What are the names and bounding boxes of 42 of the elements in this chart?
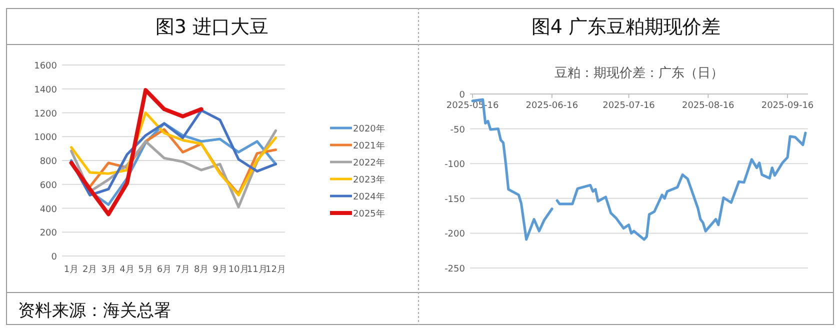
y-tick-label: 400 — [40, 204, 58, 215]
x-tick-label: 2025-06-16 — [526, 101, 578, 111]
legend-label: 2024年 — [353, 192, 385, 202]
x-tick-label: 2025-08-16 — [682, 101, 735, 111]
x-tick-label: 4月 — [120, 265, 134, 275]
chart-title: 图3 进口大豆 — [155, 16, 269, 38]
x-tick-label: 7月 — [175, 265, 190, 275]
y-tick-label: -150 — [444, 194, 466, 205]
x-tick-label: 2月 — [82, 265, 98, 275]
y-tick-label: 1400 — [34, 85, 58, 96]
x-tick-label: 1月 — [64, 265, 79, 275]
y-tick-label: 1200 — [34, 109, 58, 120]
legend-label: 2021年 — [353, 140, 385, 152]
legend-label: 2023年 — [353, 174, 385, 186]
y-tick-label: -250 — [444, 264, 466, 274]
chart-title: 图4 广东豆粕期现价差 — [531, 16, 721, 38]
y-tick-label: 200 — [40, 228, 58, 239]
x-tick-label: 10月 — [228, 265, 249, 275]
x-tick-label: 3月 — [101, 265, 116, 275]
x-tick-label: 9月 — [212, 265, 228, 275]
x-tick-label: 2025-09-16 — [761, 101, 814, 111]
y-tick-label: 0 — [459, 90, 466, 100]
x-tick-label: 6月 — [156, 265, 172, 275]
x-tick-label: 5月 — [138, 265, 153, 275]
text: 资料来源：海关总署 — [18, 301, 171, 321]
y-tick-label: 1000 — [34, 133, 58, 144]
y-tick-label: -100 — [444, 160, 466, 170]
x-tick-label: 11月 — [246, 265, 268, 275]
legend-label: 2020年 — [353, 124, 385, 134]
y-tick-label: -200 — [444, 230, 466, 240]
y-tick-label: 800 — [40, 157, 58, 167]
x-tick-label: 8月 — [194, 265, 209, 275]
y-tick-label: -50 — [450, 125, 466, 136]
legend-label: 2025年 — [353, 208, 385, 220]
x-tick-label: 2025-07-16 — [602, 101, 656, 111]
chart-subtitle: 豆粕：期现价差：广东（日） — [554, 66, 724, 81]
legend-label: 2022年 — [353, 158, 385, 168]
line-series — [69, 88, 204, 216]
y-tick-label: 600 — [40, 180, 58, 191]
y-tick-label: 1600 — [34, 62, 58, 72]
y-tick-label: 0 — [51, 252, 58, 262]
x-tick-label: 12月 — [265, 265, 286, 275]
